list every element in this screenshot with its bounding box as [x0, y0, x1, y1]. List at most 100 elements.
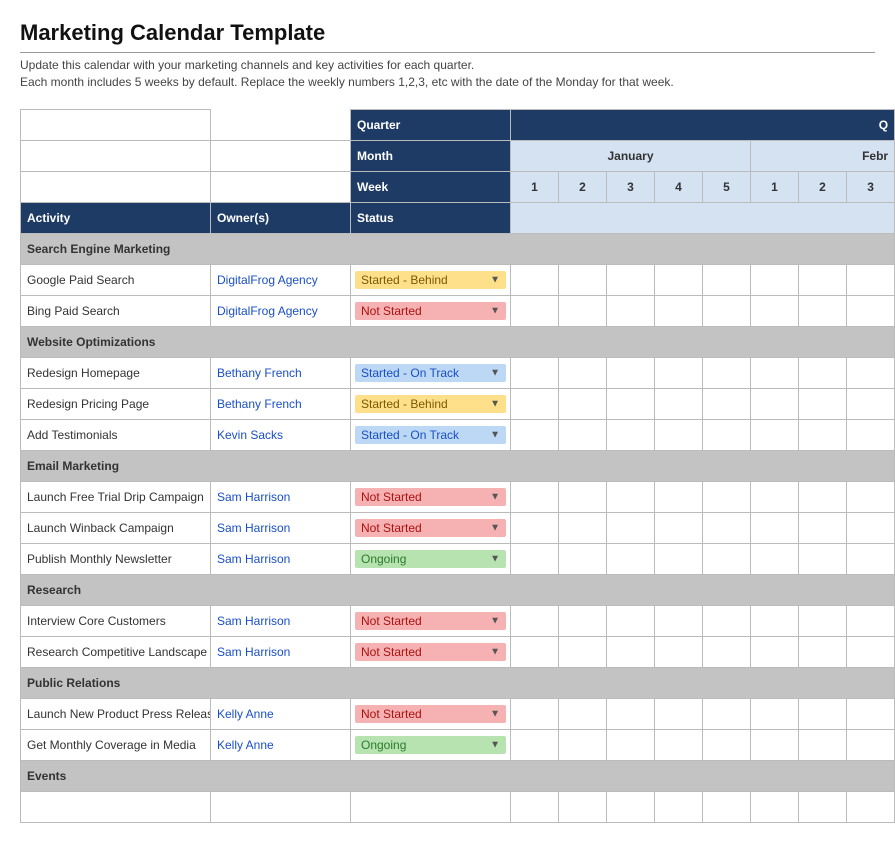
week-slot[interactable] [655, 791, 703, 822]
week-slot[interactable] [751, 419, 799, 450]
status-cell[interactable]: Ongoing▼ [351, 543, 511, 574]
week-slot[interactable] [799, 388, 847, 419]
owner-cell[interactable]: Sam Harrison [211, 605, 351, 636]
week-cell[interactable]: 4 [655, 171, 703, 202]
week-slot[interactable] [559, 543, 607, 574]
activity-cell[interactable]: Launch Winback Campaign [21, 512, 211, 543]
status-cell[interactable] [351, 791, 511, 822]
status-cell[interactable]: Started - Behind▼ [351, 264, 511, 295]
activity-cell[interactable]: Google Paid Search [21, 264, 211, 295]
week-slot[interactable] [607, 636, 655, 667]
week-slot[interactable] [559, 729, 607, 760]
week-slot[interactable] [703, 419, 751, 450]
activity-cell[interactable]: Bing Paid Search [21, 295, 211, 326]
week-slot[interactable] [799, 357, 847, 388]
week-slot[interactable] [655, 698, 703, 729]
activity-cell[interactable]: Research Competitive Landscape [21, 636, 211, 667]
owner-cell[interactable]: Kelly Anne [211, 729, 351, 760]
week-slot[interactable] [559, 295, 607, 326]
owner-cell[interactable]: Kevin Sacks [211, 419, 351, 450]
status-dropdown[interactable]: Ongoing▼ [355, 736, 506, 754]
week-slot[interactable] [847, 388, 895, 419]
week-slot[interactable] [511, 698, 559, 729]
week-slot[interactable] [655, 481, 703, 512]
week-slot[interactable] [559, 512, 607, 543]
week-slot[interactable] [559, 419, 607, 450]
week-slot[interactable] [847, 698, 895, 729]
week-slot[interactable] [703, 357, 751, 388]
week-slot[interactable] [847, 481, 895, 512]
week-slot[interactable] [655, 605, 703, 636]
week-slot[interactable] [511, 512, 559, 543]
week-slot[interactable] [607, 729, 655, 760]
status-cell[interactable]: Started - On Track▼ [351, 357, 511, 388]
owner-cell[interactable]: Kelly Anne [211, 698, 351, 729]
week-slot[interactable] [511, 264, 559, 295]
week-slot[interactable] [847, 264, 895, 295]
week-slot[interactable] [703, 512, 751, 543]
week-slot[interactable] [751, 295, 799, 326]
owner-cell[interactable]: Sam Harrison [211, 512, 351, 543]
week-slot[interactable] [655, 636, 703, 667]
week-slot[interactable] [511, 357, 559, 388]
status-dropdown[interactable]: Started - On Track▼ [355, 426, 506, 444]
week-slot[interactable] [511, 543, 559, 574]
week-slot[interactable] [751, 481, 799, 512]
status-cell[interactable]: Not Started▼ [351, 512, 511, 543]
week-slot[interactable] [703, 791, 751, 822]
week-slot[interactable] [655, 512, 703, 543]
week-slot[interactable] [847, 791, 895, 822]
week-slot[interactable] [799, 295, 847, 326]
week-slot[interactable] [847, 605, 895, 636]
week-slot[interactable] [847, 419, 895, 450]
week-slot[interactable] [703, 636, 751, 667]
week-slot[interactable] [607, 481, 655, 512]
activity-cell[interactable]: Get Monthly Coverage in Media [21, 729, 211, 760]
week-slot[interactable] [607, 264, 655, 295]
week-slot[interactable] [751, 512, 799, 543]
week-slot[interactable] [607, 357, 655, 388]
week-slot[interactable] [559, 357, 607, 388]
week-slot[interactable] [847, 295, 895, 326]
owner-cell[interactable] [211, 791, 351, 822]
owner-cell[interactable]: DigitalFrog Agency [211, 264, 351, 295]
week-slot[interactable] [655, 729, 703, 760]
week-slot[interactable] [751, 791, 799, 822]
week-slot[interactable] [607, 295, 655, 326]
status-dropdown[interactable]: Ongoing▼ [355, 550, 506, 568]
week-slot[interactable] [607, 388, 655, 419]
week-slot[interactable] [751, 636, 799, 667]
week-slot[interactable] [511, 295, 559, 326]
week-slot[interactable] [799, 698, 847, 729]
status-dropdown[interactable]: Started - Behind▼ [355, 271, 506, 289]
week-slot[interactable] [559, 264, 607, 295]
week-slot[interactable] [511, 388, 559, 419]
week-slot[interactable] [799, 791, 847, 822]
week-slot[interactable] [511, 791, 559, 822]
week-slot[interactable] [559, 605, 607, 636]
week-slot[interactable] [847, 636, 895, 667]
status-dropdown[interactable]: Not Started▼ [355, 302, 506, 320]
week-cell[interactable]: 5 [703, 171, 751, 202]
week-cell[interactable]: 1 [511, 171, 559, 202]
status-cell[interactable]: Ongoing▼ [351, 729, 511, 760]
activity-cell[interactable]: Redesign Homepage [21, 357, 211, 388]
week-slot[interactable] [799, 543, 847, 574]
week-slot[interactable] [751, 357, 799, 388]
week-slot[interactable] [655, 264, 703, 295]
week-slot[interactable] [703, 264, 751, 295]
week-cell[interactable]: 2 [799, 171, 847, 202]
week-slot[interactable] [799, 264, 847, 295]
week-slot[interactable] [703, 388, 751, 419]
week-slot[interactable] [607, 698, 655, 729]
week-cell[interactable]: 3 [607, 171, 655, 202]
week-slot[interactable] [751, 729, 799, 760]
status-cell[interactable]: Started - On Track▼ [351, 419, 511, 450]
activity-cell[interactable]: Launch New Product Press Releas [21, 698, 211, 729]
week-slot[interactable] [559, 481, 607, 512]
week-slot[interactable] [799, 512, 847, 543]
week-slot[interactable] [703, 729, 751, 760]
week-slot[interactable] [655, 388, 703, 419]
status-dropdown[interactable]: Not Started▼ [355, 519, 506, 537]
week-slot[interactable] [703, 543, 751, 574]
